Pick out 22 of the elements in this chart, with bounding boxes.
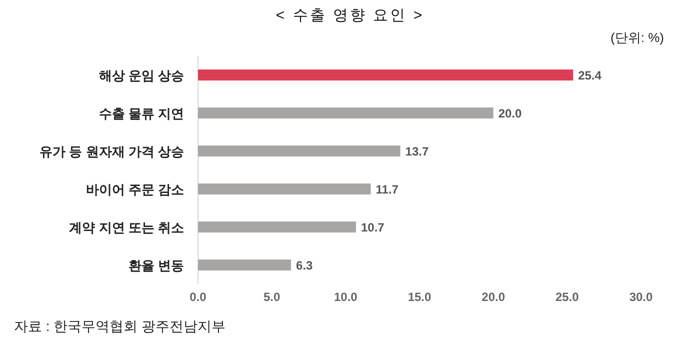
category-label: 계약 지연 또는 취소 [69,220,184,235]
data-label: 20.0 [498,106,522,120]
data-label: 25.4 [578,68,602,82]
x-tick-label: 20.0 [482,290,506,304]
x-tick-label: 30.0 [629,290,653,304]
x-tick-label: 25.0 [555,290,579,304]
title: < 수출 영향 요인 > [276,7,424,24]
category-label: 수출 물류 지연 [98,106,184,121]
data-label: 11.7 [376,182,398,196]
category-label: 유가 등 원자재 가격 상승 [40,144,184,159]
x-tick-label: 5.0 [264,290,280,304]
annotation: (단위: %) [610,30,664,45]
x-tick-label: 10.0 [334,290,358,304]
category-label: 바이어 주문 감소 [86,182,184,197]
data-label: 6.3 [296,258,313,272]
x-tick-label: 0.0 [190,290,206,304]
data-label: 10.7 [361,220,384,234]
category-label: 환율 변동 [128,258,184,273]
data-label: 13.7 [405,144,429,158]
x-tick-label: 15.0 [408,290,432,304]
category-label: 해상 운임 상승 [98,68,184,83]
annotation: 자료 : 한국무역협회 광주전남지부 [14,318,226,334]
